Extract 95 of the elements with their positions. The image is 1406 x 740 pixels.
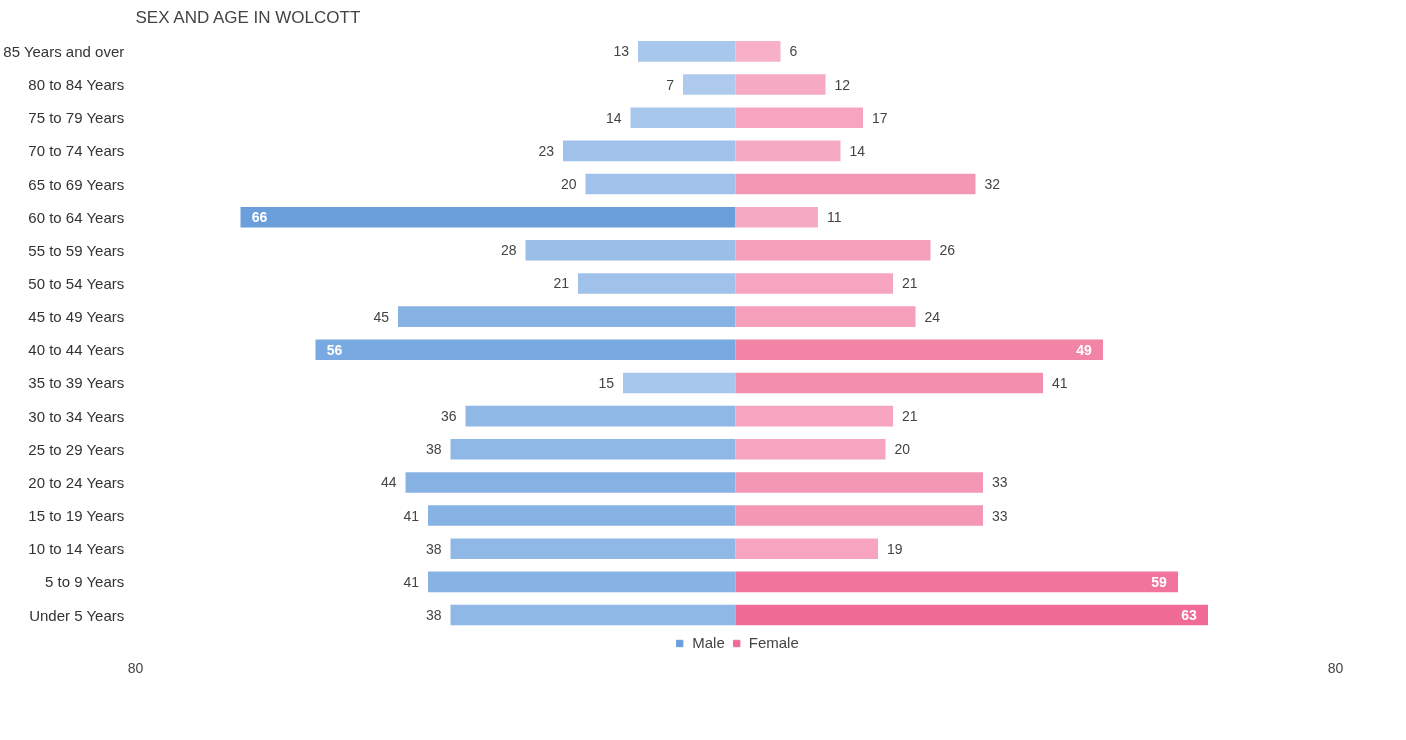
data-label: 15 [598, 374, 615, 391]
bar [630, 107, 736, 128]
data-label: 36 [440, 408, 457, 425]
data-label: 12 [834, 76, 851, 93]
y-tick-label: 50 to 54 Years [28, 274, 125, 292]
data-label: 13 [613, 43, 630, 60]
y-tick-label: 80 to 84 Years [28, 76, 125, 94]
bar [450, 438, 736, 460]
y-tick-label: 25 to 29 Years [28, 440, 125, 458]
data-label: 21 [902, 408, 918, 425]
bar [735, 571, 1178, 593]
y-tick-label: 5 to 9 Years [45, 573, 125, 591]
bar [735, 140, 841, 162]
bar [450, 604, 736, 626]
y-tick-label: 20 to 24 Years [28, 473, 125, 491]
y-tick-label: 30 to 34 Years [28, 407, 125, 425]
data-label: 59 [1151, 573, 1167, 590]
data-label: 38 [425, 540, 442, 557]
legend-label: Male [692, 634, 725, 651]
data-label: 41 [403, 573, 420, 590]
y-tick-label: 40 to 44 Years [28, 341, 125, 359]
y-tick-label: 10 to 14 Years [28, 540, 125, 558]
chart-title: SEX AND AGE IN WOLCOTT [135, 7, 361, 27]
y-tick-label: 70 to 74 Years [28, 142, 125, 160]
data-label: 26 [939, 242, 956, 259]
data-label: 56 [326, 341, 343, 358]
bar [428, 505, 736, 526]
x-tick-label: 80 [1327, 659, 1344, 676]
bar [563, 140, 736, 162]
bar [240, 206, 736, 228]
bar [585, 173, 736, 195]
data-label: 32 [984, 176, 1001, 193]
data-label: 14 [605, 109, 622, 126]
bar [398, 306, 736, 327]
data-label: 17 [872, 109, 888, 126]
bar [735, 273, 893, 294]
bar [683, 74, 736, 95]
data-label: 6 [789, 43, 798, 60]
bar [735, 405, 893, 427]
bar [465, 405, 736, 427]
data-label: 33 [992, 507, 1008, 524]
bar [735, 339, 1103, 361]
bar [735, 173, 976, 195]
bar [623, 372, 736, 394]
bar [735, 107, 863, 128]
y-tick-label: 45 to 49 Years [28, 308, 125, 326]
bar [578, 273, 736, 294]
data-label: 21 [902, 275, 918, 292]
data-label: 38 [425, 607, 442, 624]
data-label: 7 [666, 76, 675, 93]
data-label: 20 [894, 441, 911, 458]
bar [735, 438, 886, 460]
y-tick-label: Under 5 Years [29, 606, 125, 624]
bar [525, 240, 736, 261]
y-tick-label: 85 Years and over [3, 42, 125, 60]
bar [428, 571, 736, 593]
data-label: 33 [992, 474, 1008, 491]
bar [735, 372, 1043, 394]
data-label: 38 [425, 441, 442, 458]
data-label: 49 [1076, 341, 1092, 358]
y-tick-label: 15 to 19 Years [28, 507, 125, 525]
data-label: 11 [827, 209, 842, 226]
bar [735, 604, 1208, 626]
data-label: 41 [403, 507, 420, 524]
bar [405, 472, 736, 493]
y-tick-label: 75 to 79 Years [28, 109, 125, 127]
bar [735, 206, 818, 228]
data-label: 41 [1052, 374, 1068, 391]
y-tick-label: 35 to 39 Years [28, 374, 125, 392]
data-label: 14 [849, 142, 866, 159]
y-tick-label: 60 to 64 Years [28, 208, 125, 226]
y-tick-label: 55 to 59 Years [28, 241, 125, 259]
y-tick-label: 65 to 69 Years [28, 175, 125, 193]
x-tick-label: 80 [127, 659, 144, 676]
bar [735, 41, 781, 62]
data-label: 45 [373, 308, 390, 325]
data-label: 19 [887, 540, 903, 557]
data-label: 63 [1181, 607, 1197, 624]
bar [735, 538, 878, 559]
data-label: 23 [538, 142, 555, 159]
bar [735, 472, 983, 493]
data-label: 28 [500, 242, 517, 259]
data-label: 66 [251, 209, 268, 226]
legend-label: Female [748, 634, 799, 651]
data-label: 24 [924, 308, 941, 325]
bar [735, 240, 931, 261]
data-label: 21 [553, 275, 570, 292]
bar [450, 538, 736, 559]
bar [315, 339, 736, 361]
bar [735, 505, 983, 526]
bar [735, 306, 916, 327]
bar [638, 41, 736, 62]
data-label: 20 [560, 176, 577, 193]
bar [735, 74, 826, 95]
data-label: 44 [380, 474, 397, 491]
